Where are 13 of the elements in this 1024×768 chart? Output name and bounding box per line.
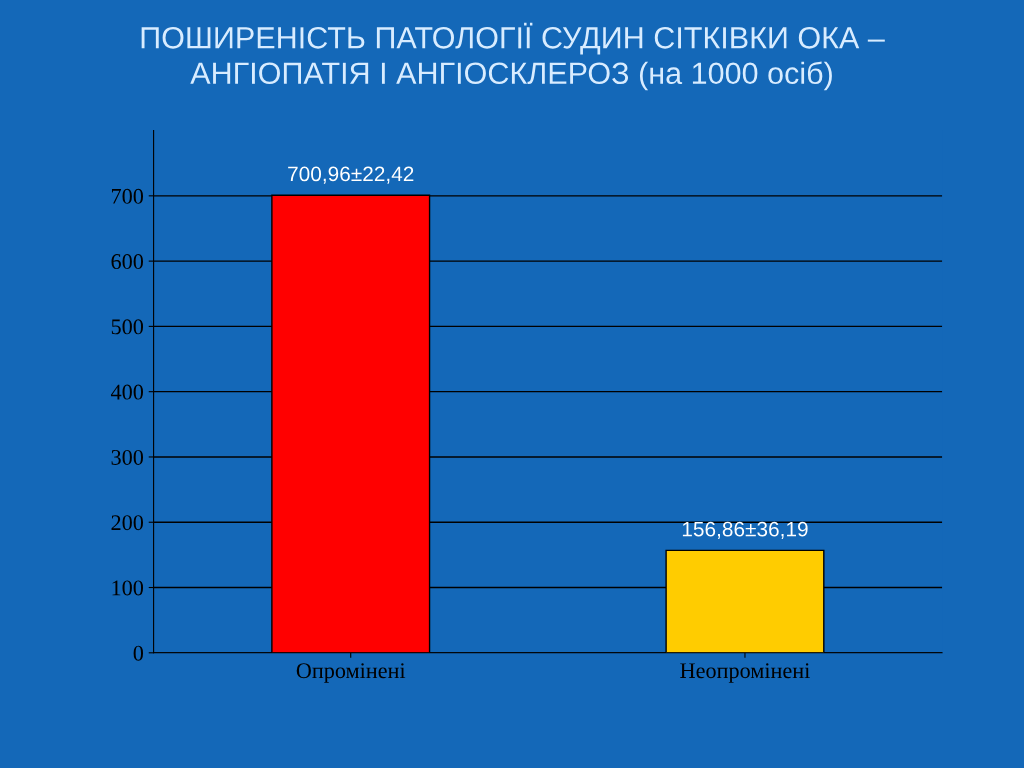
x-tick-label: Опромінені xyxy=(296,663,406,683)
y-tick-label: 100 xyxy=(112,580,144,596)
x-tick-label: Неопромінені xyxy=(680,663,810,683)
y-tick-label: 600 xyxy=(111,254,144,270)
y-tick-label: 300 xyxy=(111,449,144,465)
y-tick-label: 200 xyxy=(111,515,144,531)
data-label: 700,96±22,42 xyxy=(288,166,414,184)
data-label: 156,86±36,19 xyxy=(682,521,808,539)
y-tick-label: 700 xyxy=(112,188,144,204)
y-tick-label: 0 xyxy=(133,645,144,661)
chart-title: ПОШИРЕНІСТЬ ПАТОЛОГІЇ СУДИН СІТКІВКИ ОКА – АНГІОПАТІЯ І АНГІОСКЛЕРОЗ (на 1000 осіб) xyxy=(141,22,885,91)
y-tick-label: 400 xyxy=(110,384,144,400)
y-tick-label: 500 xyxy=(111,319,144,335)
